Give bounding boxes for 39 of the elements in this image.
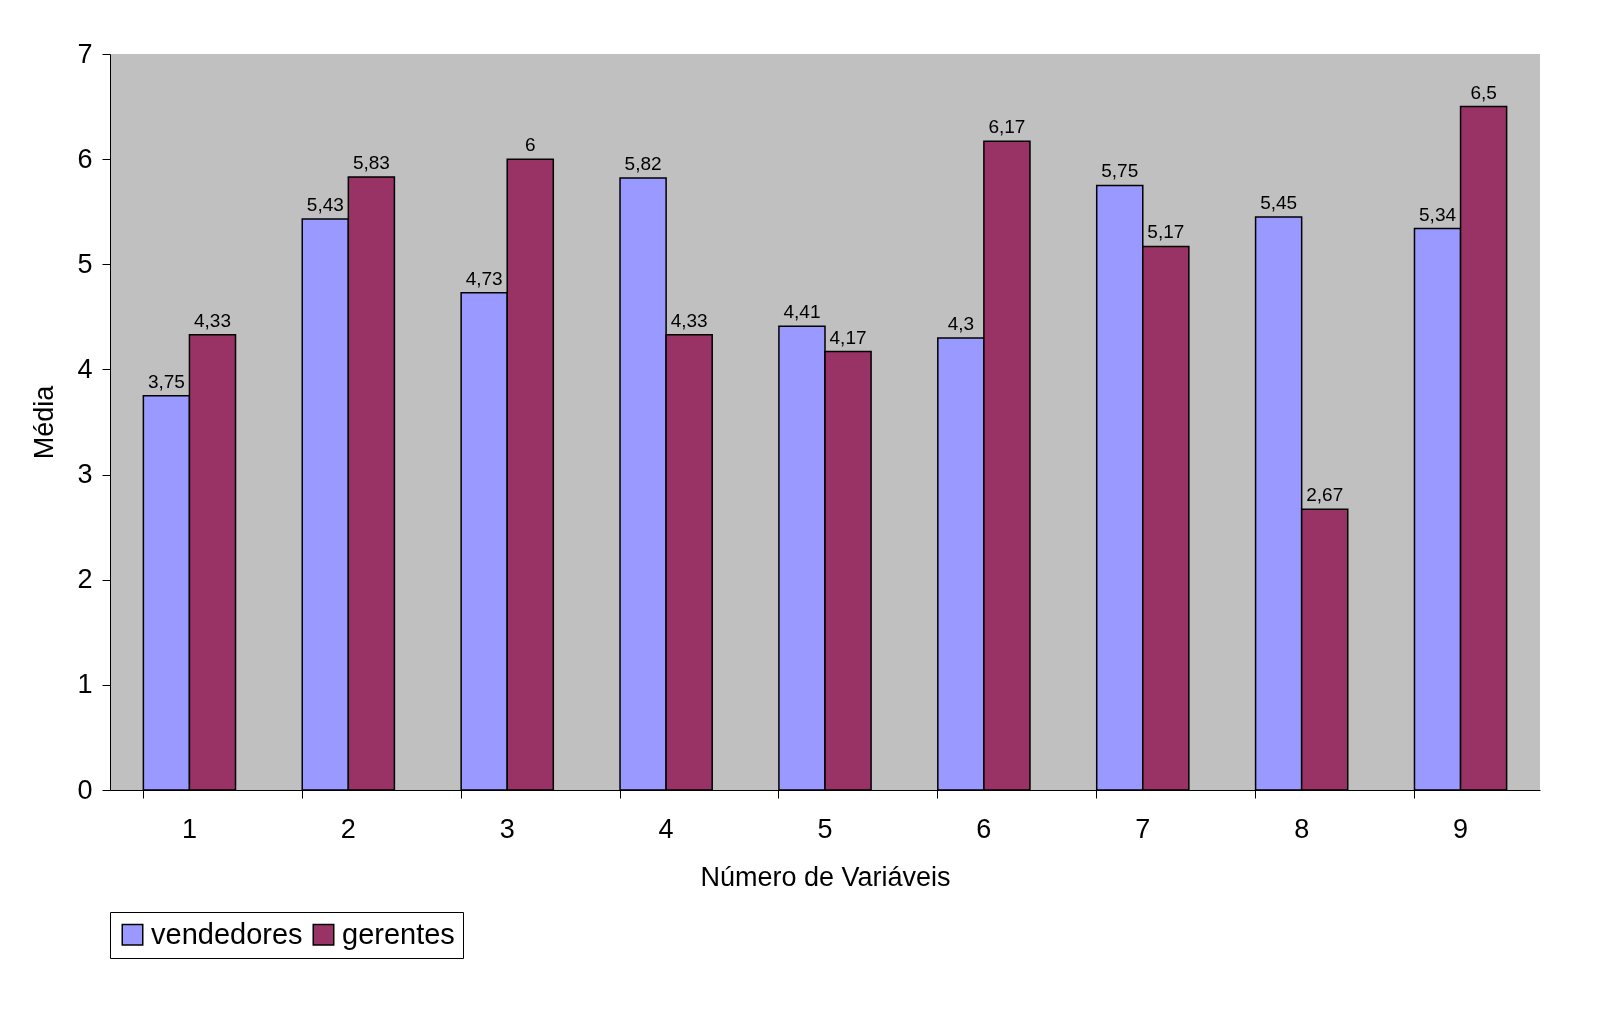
legend-label: vendedores — [151, 917, 303, 950]
data-label: 5,83 — [352, 152, 390, 174]
data-label: 4,33 — [193, 309, 231, 331]
data-label: 4,33 — [670, 309, 708, 331]
data-label: 4,3 — [947, 312, 975, 334]
y-tick-label: 7 — [77, 38, 93, 69]
data-label: 5,34 — [1419, 203, 1457, 225]
data-label: 6 — [524, 134, 536, 156]
data-label: 5,82 — [624, 153, 662, 175]
data-label: 4,41 — [783, 301, 821, 323]
y-tick-label: 2 — [77, 564, 93, 595]
x-tick-label: 4 — [658, 813, 674, 844]
y-tick-label: 5 — [77, 248, 93, 279]
data-label: 6,5 — [1470, 81, 1497, 103]
data-label: 3,75 — [147, 370, 185, 392]
y-tick-label: 0 — [77, 774, 93, 805]
x-tick-label: 1 — [181, 813, 197, 844]
data-label: 4,17 — [829, 326, 867, 348]
x-tick-label: 3 — [499, 813, 515, 844]
data-label: 5,45 — [1260, 191, 1298, 213]
data-label: 6,17 — [988, 116, 1026, 138]
data-label: 5,17 — [1147, 221, 1185, 243]
y-tick-label: 4 — [77, 353, 93, 384]
x-axis-title: Número de Variáveis — [700, 861, 951, 892]
data-label: 5,43 — [306, 194, 344, 216]
x-tick-label: 8 — [1294, 813, 1310, 844]
data-label: 4,73 — [465, 267, 503, 289]
x-tick-label: 6 — [976, 813, 992, 844]
x-tick-label: 5 — [817, 813, 833, 844]
data-label: 2,67 — [1306, 484, 1344, 506]
y-tick-label: 1 — [77, 669, 93, 700]
x-tick-label: 2 — [340, 813, 356, 844]
data-label: 5,75 — [1101, 160, 1139, 182]
x-tick-label: 9 — [1453, 813, 1469, 844]
y-tick-label: 3 — [77, 459, 93, 490]
y-axis-title: Média — [29, 384, 60, 460]
y-tick-label: 6 — [77, 143, 93, 174]
x-tick-label: 7 — [1135, 813, 1151, 844]
legend-label: gerentes — [342, 917, 455, 950]
